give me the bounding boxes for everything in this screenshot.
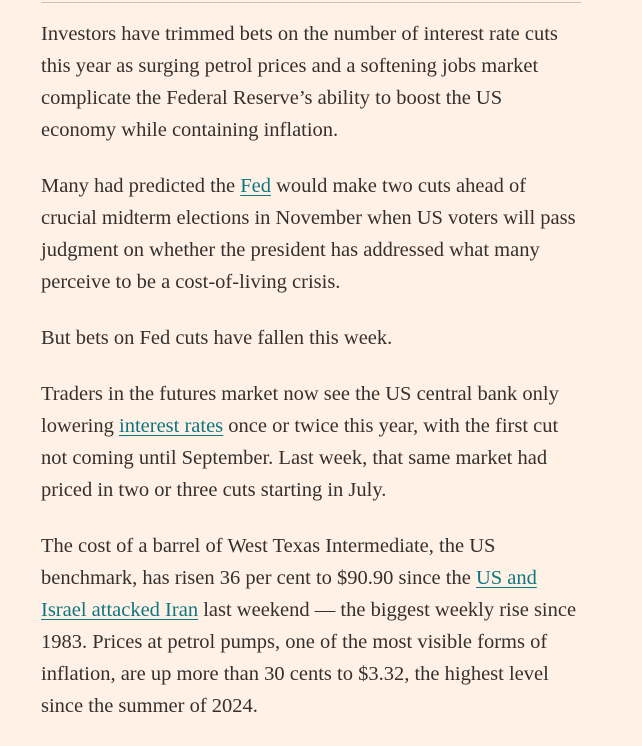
top-rule (41, 2, 581, 3)
page: {"article": {"paragraphs": [ [{"text": "… (41, 2, 581, 717)
paragraph: Investors have trimmed bets on the numbe… (41, 18, 581, 146)
article-body: Investors have trimmed bets on the numbe… (41, 18, 581, 746)
inline-link[interactable]: Fed (240, 175, 271, 197)
text-run: would make two cuts ahead of crucial mid… (41, 175, 576, 293)
text-run: But bets on Fed cuts have fallen this we… (41, 327, 393, 349)
inline-link[interactable]: US and Israel attacked Iran (41, 567, 537, 621)
text-run: The cost of a barrel of West Texas Inter… (41, 535, 496, 589)
paragraph: Many had predicted the Fed would make tw… (41, 170, 581, 298)
paragraph: The cost of a barrel of West Texas Inter… (41, 530, 581, 722)
text-run: Investors have trimmed bets on the numbe… (41, 23, 558, 141)
inline-link[interactable]: interest rates (119, 415, 224, 437)
paragraph: But bets on Fed cuts have fallen this we… (41, 322, 581, 354)
text-run: once or twice this year, with the first … (41, 415, 559, 501)
text-run: last weekend — the biggest weekly rise s… (41, 599, 577, 717)
text-run: Traders in the futures market now see th… (41, 383, 559, 437)
text-run: Many had predicted the (41, 175, 241, 197)
paragraph: Traders in the futures market now see th… (41, 378, 581, 506)
